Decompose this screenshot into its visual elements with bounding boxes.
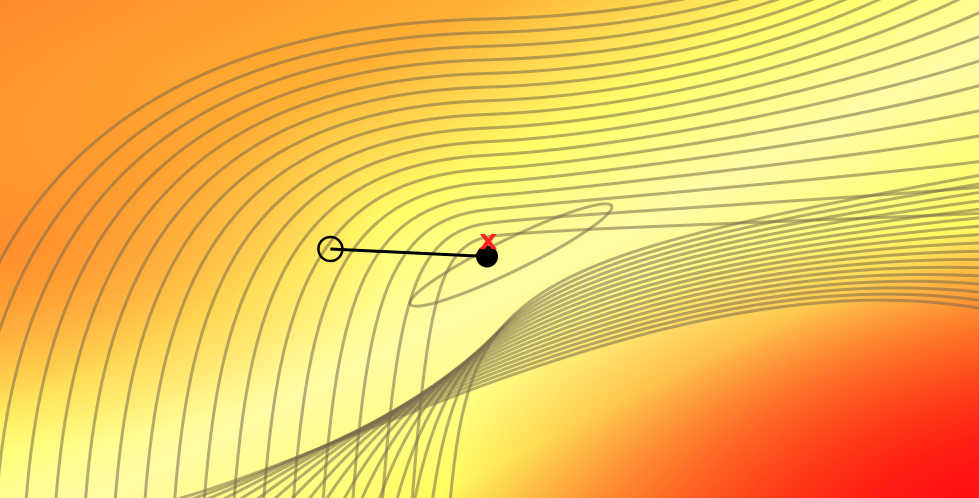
contour-line <box>343 224 979 498</box>
contour-line-inner <box>408 202 614 308</box>
end-point-marker <box>476 245 499 268</box>
contour-line <box>395 199 979 498</box>
contour-line <box>256 265 979 498</box>
contour-line <box>143 0 961 498</box>
contour-line <box>413 190 979 498</box>
start-point-marker <box>317 235 344 263</box>
contour-line <box>202 35 979 498</box>
contour-line <box>273 258 979 498</box>
contour-line <box>54 0 848 498</box>
contour-line <box>84 0 882 498</box>
contour-line <box>222 279 979 498</box>
path-segment <box>330 247 488 258</box>
contour-line <box>206 286 979 498</box>
contour-line <box>292 109 979 498</box>
contour-line <box>360 216 979 498</box>
contour-line <box>239 273 979 498</box>
contour-line <box>321 134 979 498</box>
contour-line <box>24 0 815 498</box>
contour-line <box>351 160 979 498</box>
contour-line <box>448 173 979 498</box>
contour-line <box>262 84 979 498</box>
contour-line <box>232 59 979 498</box>
contour-line <box>431 182 979 498</box>
contour-line <box>173 11 979 498</box>
contour-line <box>378 207 979 498</box>
optimum-x-marker: x <box>479 223 497 256</box>
contour-line <box>175 298 979 498</box>
contour-line <box>325 233 979 498</box>
optimization-path <box>317 235 499 268</box>
contour-line <box>290 249 979 498</box>
contour-line <box>113 0 919 498</box>
contour-line <box>308 241 979 498</box>
